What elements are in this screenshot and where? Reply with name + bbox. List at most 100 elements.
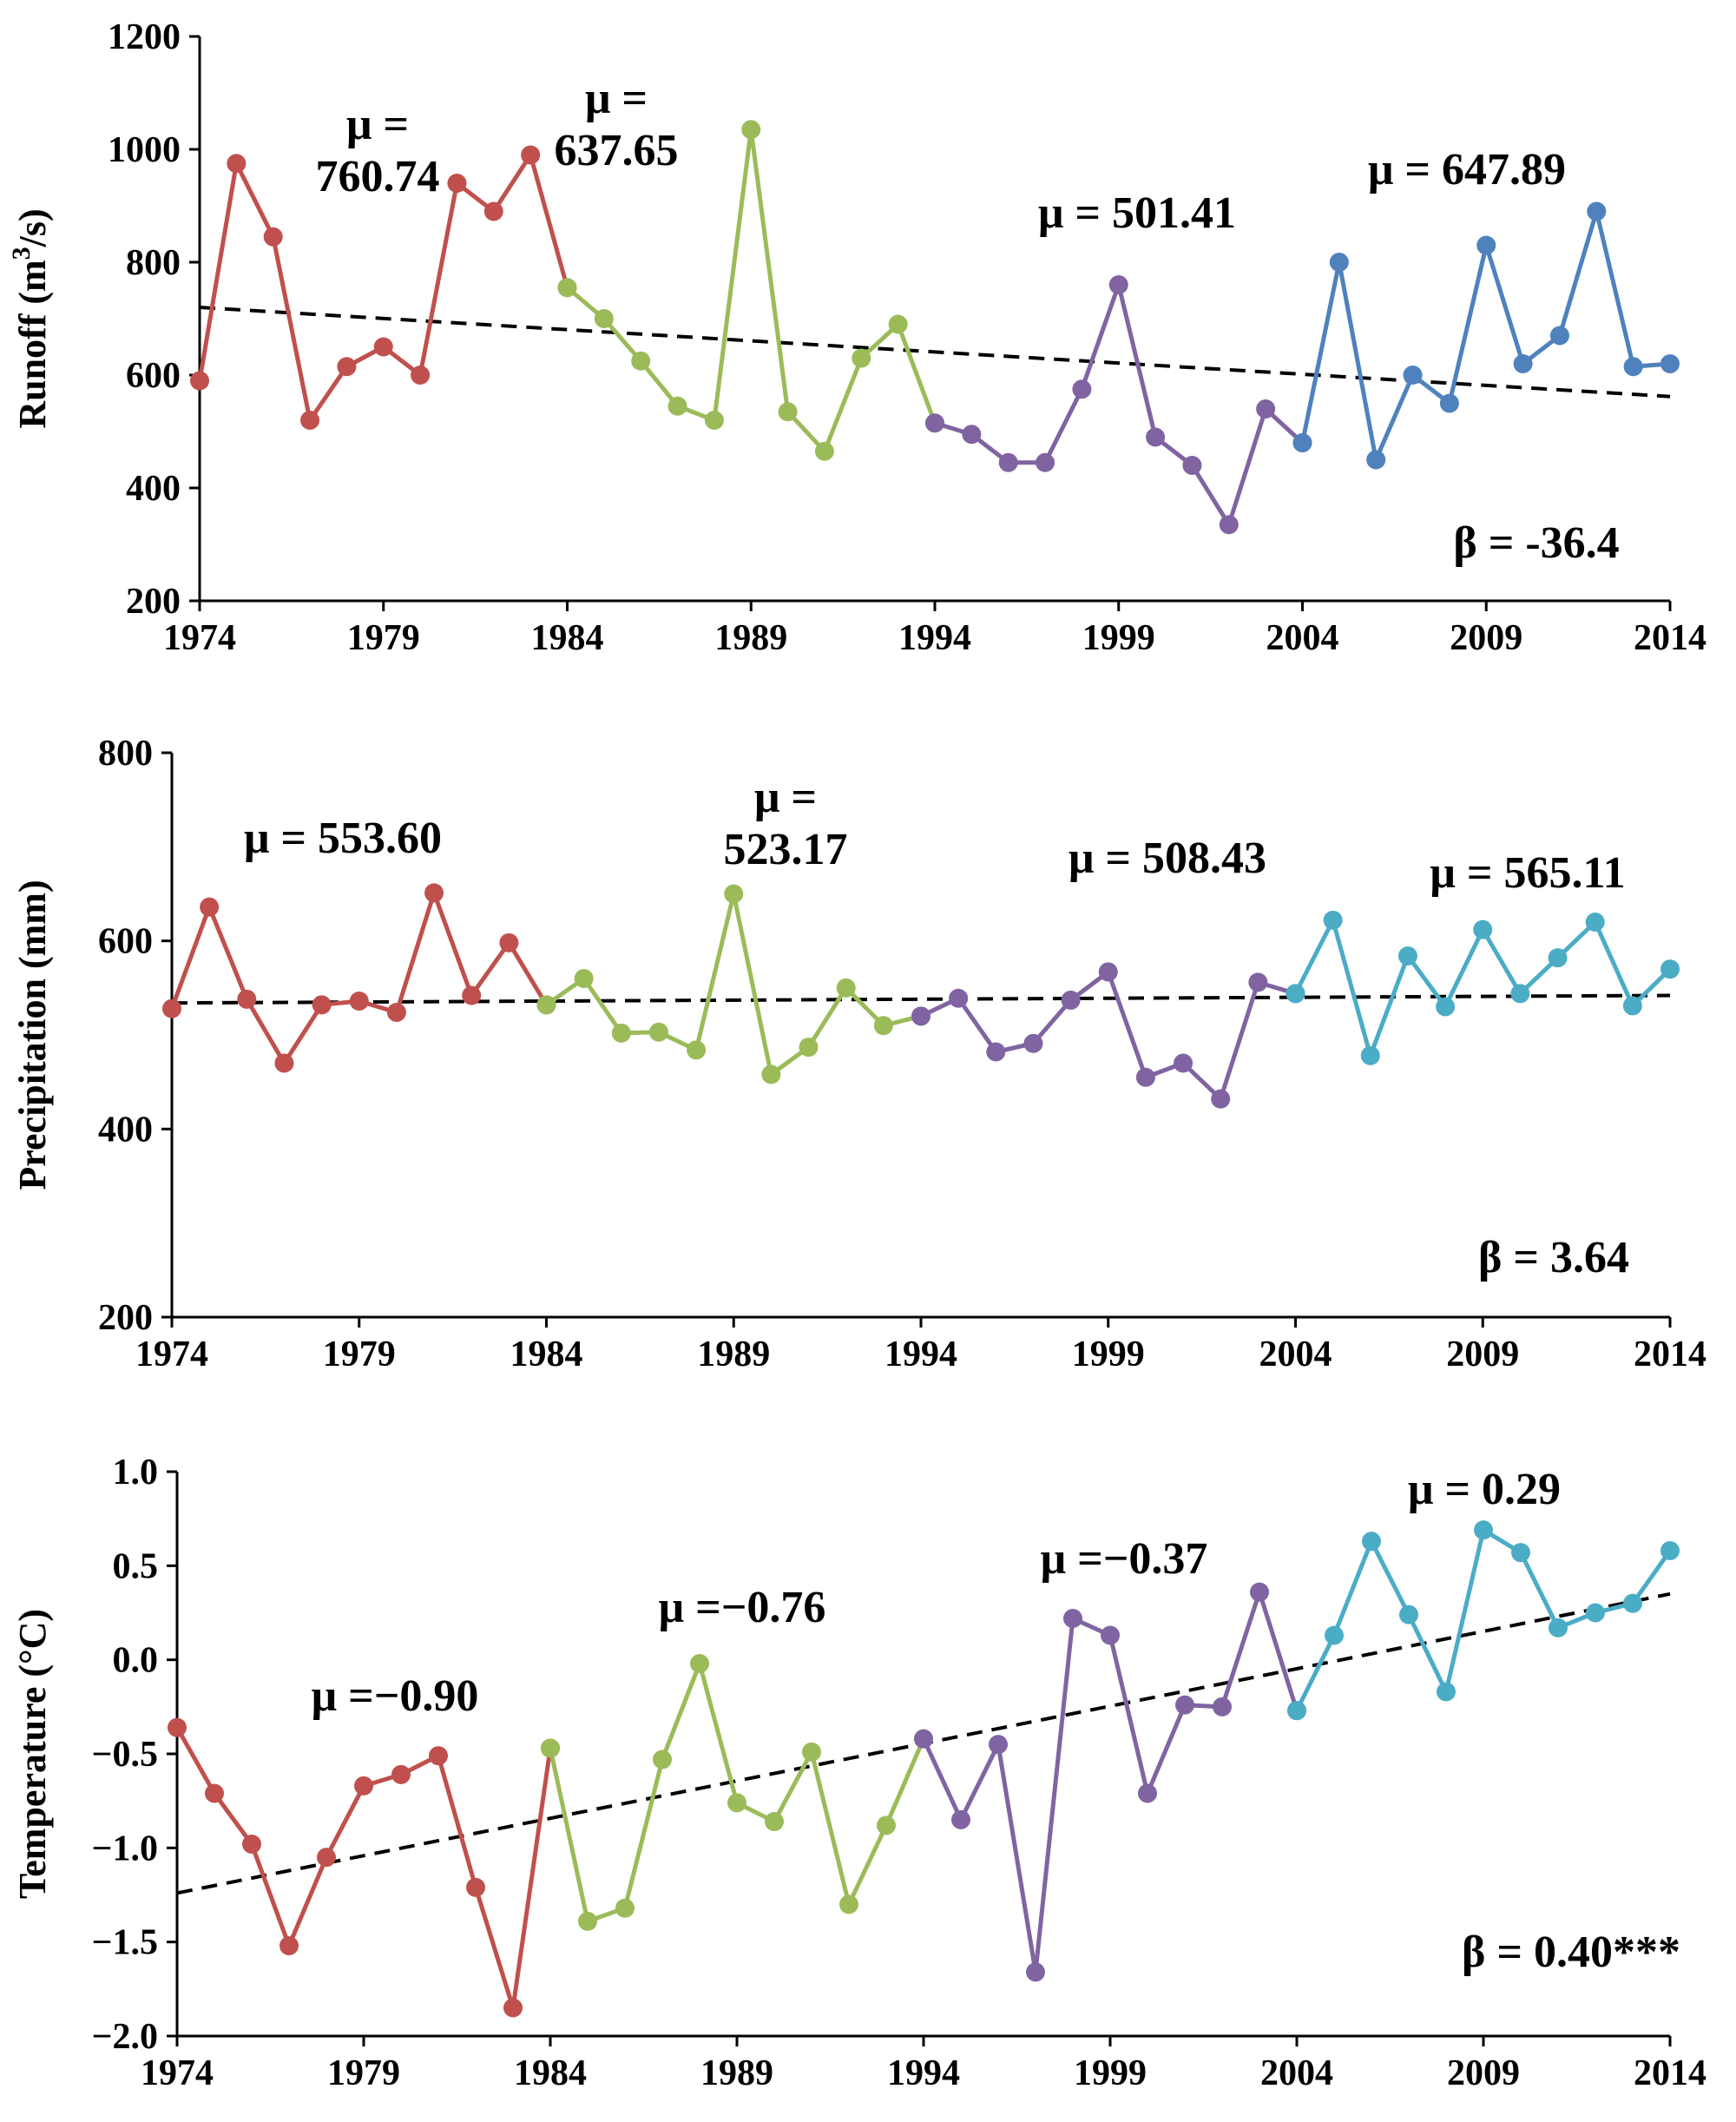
- data-point: [986, 1042, 1006, 1062]
- x-tick-label: 2004: [1259, 1334, 1332, 1374]
- y-axis-title-sup: 3: [7, 247, 36, 260]
- annotation-line: μ =−0.76: [659, 1583, 826, 1632]
- x-tick-label: 1974: [163, 618, 236, 658]
- data-point: [337, 357, 357, 377]
- data-point: [503, 1998, 523, 2018]
- y-tick-label: 600: [98, 922, 153, 962]
- data-point: [373, 337, 393, 357]
- data-point: [1135, 1067, 1155, 1087]
- data-point: [1175, 1695, 1194, 1715]
- data-point: [499, 932, 519, 952]
- data-point: [1474, 1520, 1493, 1540]
- series-line-period-3: [919, 969, 1297, 1102]
- data-point: [778, 402, 798, 422]
- y-tick-label: −0.5: [92, 1735, 158, 1775]
- x-tick-label: 1999: [1072, 1334, 1145, 1374]
- x-tick-label: 1999: [1074, 2053, 1147, 2093]
- data-point: [1623, 357, 1643, 377]
- annotation-line: μ =−0.90: [312, 1671, 479, 1721]
- y-tick-label: 400: [126, 469, 181, 509]
- data-point: [1585, 913, 1605, 932]
- x-tick-label: 1984: [514, 2053, 587, 2093]
- annotation-line: μ =: [754, 773, 817, 822]
- data-point: [888, 314, 908, 334]
- y-axis-title-main: Runoff (m: [11, 260, 54, 428]
- x-tick-label: 1979: [347, 618, 420, 658]
- data-point: [962, 425, 982, 445]
- data-point: [925, 413, 944, 433]
- mean-annotation: μ =−0.90: [312, 1671, 479, 1721]
- data-point: [263, 227, 283, 247]
- data-point: [914, 1729, 933, 1749]
- data-point: [802, 1742, 821, 1762]
- mean-annotation: μ =−0.37: [1041, 1534, 1208, 1584]
- data-point: [521, 145, 541, 165]
- y-tick-label: 200: [126, 582, 181, 622]
- x-tick-label: 1984: [531, 618, 604, 658]
- data-point: [687, 1040, 707, 1060]
- data-point: [1586, 1603, 1605, 1623]
- data-point: [1660, 1541, 1680, 1560]
- x-tick-label: 2009: [1450, 618, 1522, 658]
- x-tick-label: 1994: [887, 2053, 960, 2093]
- series-line-period-2: [565, 127, 937, 454]
- data-point: [483, 201, 503, 221]
- data-point: [648, 1022, 668, 1042]
- data-point: [1622, 996, 1642, 1016]
- data-point: [761, 1064, 781, 1084]
- x-tick-label: 1989: [714, 618, 787, 658]
- y-tick-label: 1.0: [113, 1453, 159, 1493]
- x-tick-label: 1999: [1082, 618, 1155, 658]
- data-point: [724, 884, 744, 904]
- annotation-line: μ = 501.41: [1038, 188, 1236, 238]
- data-point: [424, 883, 444, 903]
- data-point: [541, 1738, 560, 1758]
- mean-annotation: μ =523.17: [724, 773, 848, 874]
- x-tick-label: 2004: [1266, 618, 1339, 658]
- annotation-line: β = 3.64: [1478, 1233, 1629, 1282]
- beta-annotation: β = 0.40***: [1462, 1928, 1680, 1977]
- data-point: [1436, 997, 1456, 1017]
- data-point: [1329, 253, 1349, 272]
- x-tick-label: 2014: [1634, 1334, 1706, 1374]
- data-point: [1476, 235, 1496, 255]
- data-point: [951, 1809, 970, 1829]
- data-point: [578, 1911, 597, 1931]
- data-point: [1023, 1033, 1043, 1053]
- y-tick-label: 400: [98, 1110, 153, 1150]
- mean-annotation: μ = 501.41: [1038, 188, 1236, 238]
- y-tick-label: 1200: [108, 17, 181, 57]
- annotation-line: 523.17: [724, 825, 848, 874]
- data-point: [1248, 972, 1268, 992]
- data-point: [536, 995, 556, 1015]
- data-point: [1174, 1053, 1194, 1073]
- data-point: [873, 1016, 893, 1036]
- series-line-period-1: [169, 890, 549, 1065]
- precipitation-panel: 200 400 600 800 1974 1979 1984 1989 1994 1999 2004…: [11, 734, 1706, 1374]
- data-point: [300, 411, 320, 430]
- annotation-line: β = -36.4: [1453, 518, 1619, 568]
- data-point: [447, 174, 467, 193]
- x-tick-label: 1979: [327, 2053, 400, 2093]
- mean-annotation: μ =−0.76: [659, 1583, 826, 1632]
- x-tick-label: 2004: [1260, 2053, 1333, 2093]
- data-point: [1548, 948, 1568, 968]
- data-point: [317, 1848, 336, 1868]
- data-point: [1325, 1625, 1344, 1645]
- data-point: [237, 989, 257, 1009]
- data-point: [765, 1812, 784, 1831]
- x-tick-label: 1989: [700, 2053, 773, 2093]
- y-tick-label: 200: [98, 1298, 153, 1338]
- series-line-period-3: [921, 1590, 1299, 1974]
- y-axis-title-tail: /s): [11, 208, 54, 247]
- data-point: [1399, 1605, 1418, 1624]
- data-point: [1250, 1582, 1269, 1602]
- data-point: [615, 1898, 635, 1918]
- x-tick-label: 1989: [697, 1334, 770, 1374]
- data-point: [690, 1654, 709, 1673]
- temperature-panel: −2.0 −1.5 −1.0 −0.5 0.0 0.5 1.0 1974 1979 1984 198…: [11, 1453, 1706, 2093]
- beta-annotation: β = -36.4: [1453, 518, 1619, 568]
- series-line-period-2: [545, 892, 922, 1077]
- data-point: [391, 1764, 411, 1784]
- mean-annotation: μ = 508.43: [1069, 834, 1266, 883]
